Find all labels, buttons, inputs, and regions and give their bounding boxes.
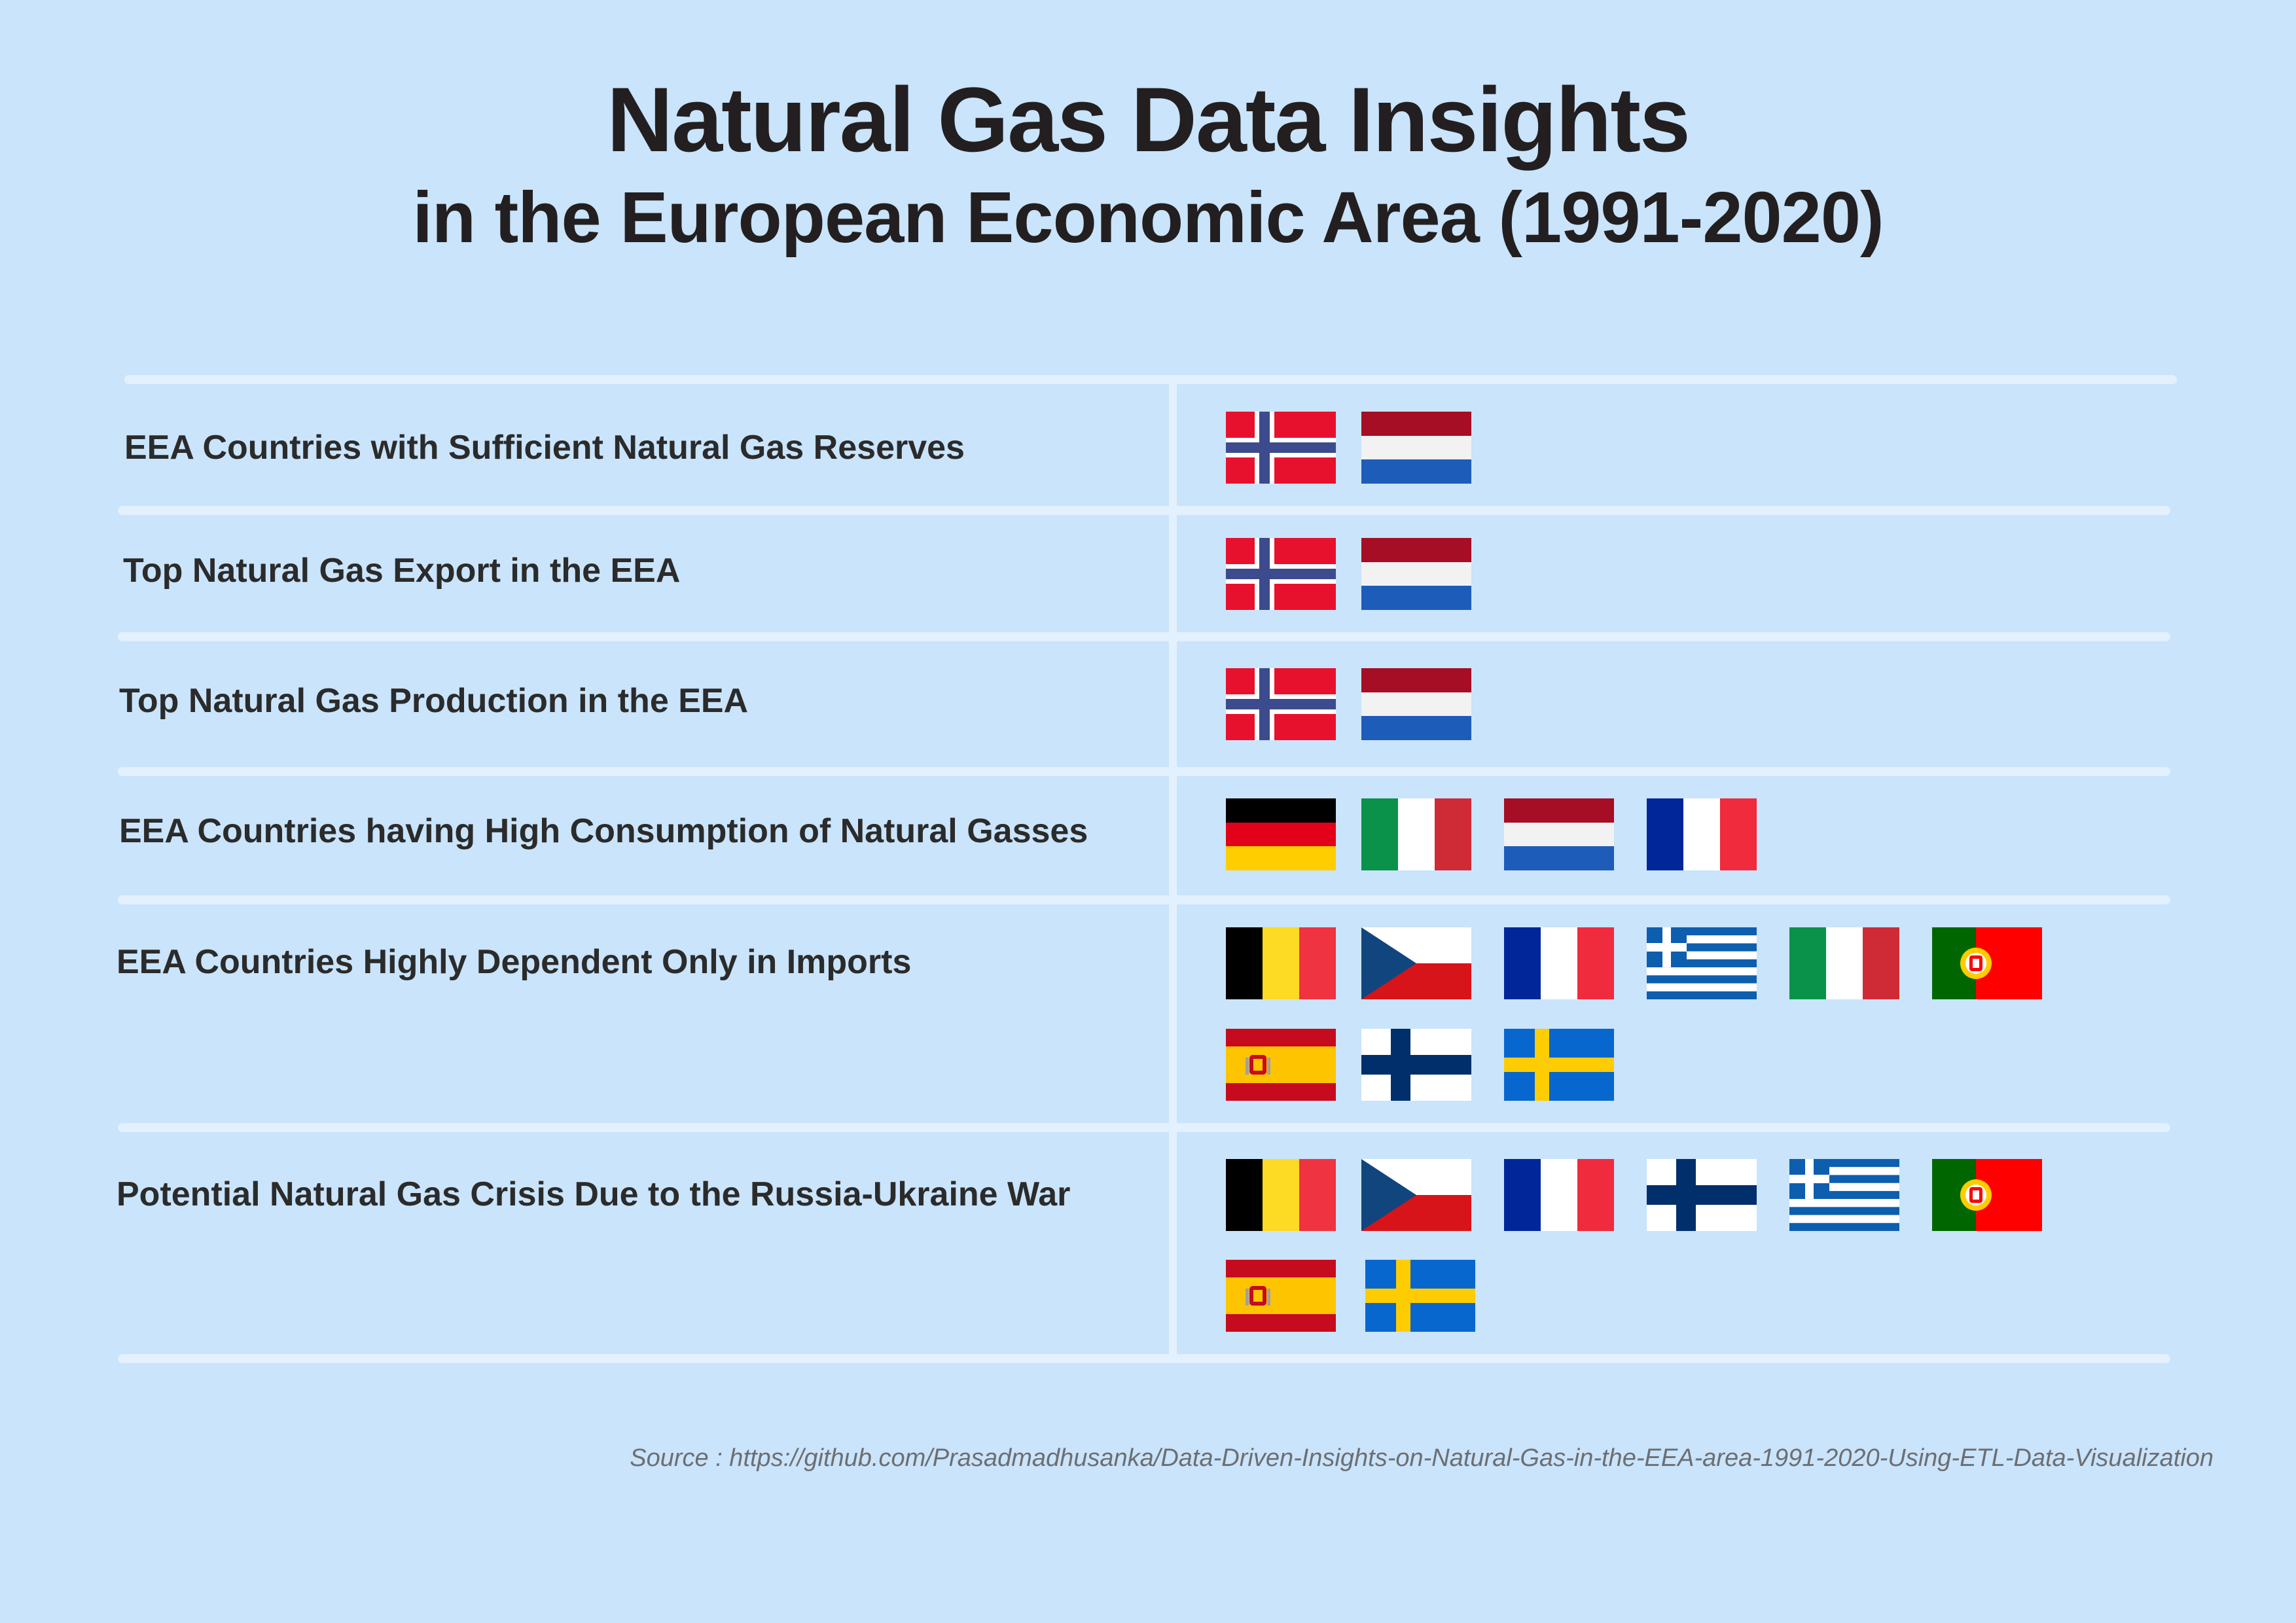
italy-flag-graphic — [1789, 927, 1899, 999]
flag-france — [1504, 1159, 1614, 1231]
flag-netherlands — [1361, 412, 1471, 484]
finland-flag-graphic — [1361, 1029, 1471, 1101]
greece-flag-graphic — [1789, 1159, 1899, 1231]
column-divider — [1169, 382, 1177, 1359]
flag-greece — [1647, 927, 1757, 999]
flag-norway — [1226, 668, 1336, 740]
portugal-flag-graphic — [1932, 927, 2042, 999]
flag-portugal — [1932, 1159, 2042, 1231]
flag-netherlands — [1361, 538, 1471, 610]
flag-france — [1647, 798, 1757, 870]
france-flag-graphic — [1504, 927, 1614, 999]
table-top-divider — [124, 375, 2177, 384]
norway-flag-graphic — [1226, 538, 1336, 610]
flag-germany — [1226, 798, 1336, 870]
portugal-flag-graphic — [1932, 1159, 2042, 1231]
norway-flag-graphic — [1226, 668, 1336, 740]
flag-italy — [1789, 927, 1899, 999]
table-bottom-divider — [118, 1354, 2170, 1363]
belgium-flag-graphic — [1226, 1159, 1336, 1231]
row-divider — [118, 1123, 2170, 1132]
row-label-imports: EEA Countries Highly Dependent Only in I… — [117, 943, 912, 981]
netherlands-flag-graphic — [1361, 668, 1471, 740]
france-flag-graphic — [1504, 1159, 1614, 1231]
row-divider — [118, 895, 2170, 904]
row-label-reserves: EEA Countries with Sufficient Natural Ga… — [124, 429, 965, 467]
flag-netherlands — [1361, 668, 1471, 740]
czech-republic-flag-graphic — [1361, 927, 1471, 999]
finland-flag-graphic — [1647, 1159, 1757, 1231]
flag-greece — [1789, 1159, 1899, 1231]
page-subtitle: in the European Economic Area (1991-2020… — [412, 177, 1884, 258]
belgium-flag-graphic — [1226, 927, 1336, 999]
flag-sweden — [1504, 1029, 1614, 1101]
sweden-flag-graphic — [1365, 1260, 1475, 1332]
france-flag-graphic — [1647, 798, 1757, 870]
row-label-production: Top Natural Gas Production in the EEA — [119, 682, 749, 720]
italy-flag-graphic — [1361, 798, 1471, 870]
source-note: Source : https://github.com/Prasadmadhus… — [630, 1444, 2214, 1472]
row-divider — [118, 767, 2170, 776]
flag-sweden — [1365, 1260, 1475, 1332]
netherlands-flag-graphic — [1361, 538, 1471, 610]
netherlands-flag-graphic — [1504, 798, 1614, 870]
netherlands-flag-graphic — [1361, 412, 1471, 484]
spain-flag-graphic — [1226, 1260, 1336, 1332]
flag-norway — [1226, 538, 1336, 610]
flag-finland — [1361, 1029, 1471, 1101]
flag-belgium — [1226, 1159, 1336, 1231]
row-label-export: Top Natural Gas Export in the EEA — [123, 552, 681, 590]
flag-spain — [1226, 1260, 1336, 1332]
flag-spain — [1226, 1029, 1336, 1101]
flag-czech-republic — [1361, 1159, 1471, 1231]
flag-czech-republic — [1361, 927, 1471, 999]
spain-flag-graphic — [1226, 1029, 1336, 1101]
row-divider — [118, 632, 2170, 641]
flag-france — [1504, 927, 1614, 999]
page-title: Natural Gas Data Insights — [607, 68, 1691, 171]
row-label-consumption: EEA Countries having High Consumption of… — [119, 812, 1088, 850]
czech-republic-flag-graphic — [1361, 1159, 1471, 1231]
flag-finland — [1647, 1159, 1757, 1231]
row-label-crisis: Potential Natural Gas Crisis Due to the … — [117, 1175, 1071, 1213]
flag-belgium — [1226, 927, 1336, 999]
sweden-flag-graphic — [1504, 1029, 1614, 1101]
germany-flag-graphic — [1226, 798, 1336, 870]
row-divider — [118, 506, 2170, 515]
greece-flag-graphic — [1647, 927, 1757, 999]
flag-portugal — [1932, 927, 2042, 999]
flag-netherlands — [1504, 798, 1614, 870]
norway-flag-graphic — [1226, 412, 1336, 484]
flag-norway — [1226, 412, 1336, 484]
flag-italy — [1361, 798, 1471, 870]
